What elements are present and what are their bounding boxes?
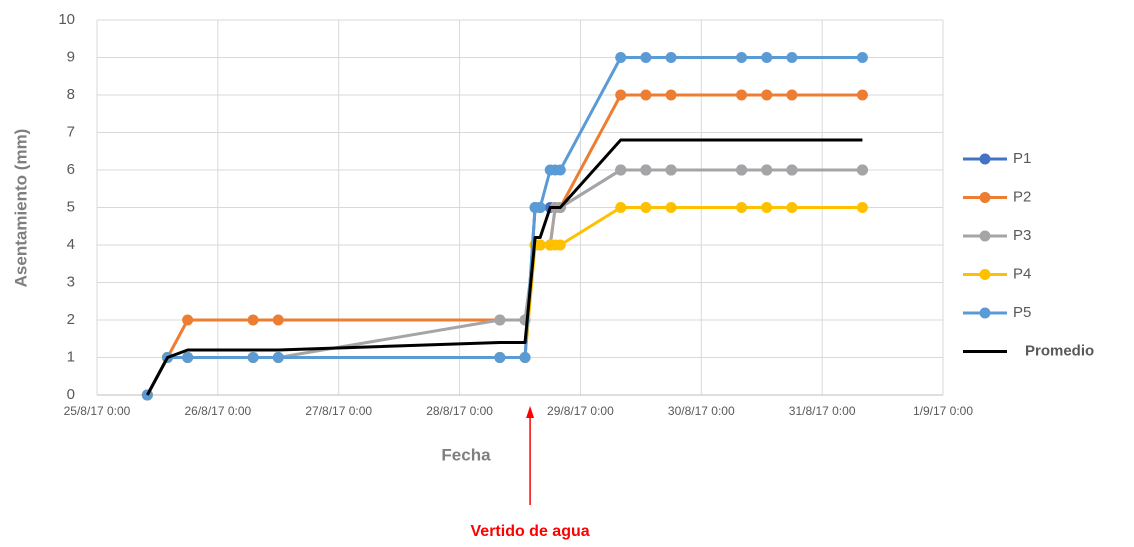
x-axis-title: Fecha <box>441 445 491 464</box>
legend-label: P4 <box>1013 265 1031 282</box>
point <box>786 164 798 176</box>
point <box>494 314 506 326</box>
y-tick-label: 0 <box>67 386 75 403</box>
x-tick-label: 29/8/17 0:00 <box>547 404 614 418</box>
point <box>640 202 652 213</box>
y-tick-label: 10 <box>58 11 75 28</box>
y-tick-label: 7 <box>67 123 75 140</box>
legend-marker <box>979 192 991 203</box>
legend-label: P1 <box>1013 150 1031 167</box>
point <box>786 89 798 101</box>
legend-label: P3 <box>1013 227 1031 244</box>
y-tick-label: 6 <box>67 161 75 178</box>
point <box>736 89 748 101</box>
point <box>856 164 868 176</box>
point <box>736 164 748 176</box>
point <box>736 52 748 63</box>
legend-label: P5 <box>1013 304 1031 321</box>
y-tick-label: 9 <box>67 48 75 65</box>
series-line <box>146 206 863 396</box>
point <box>856 52 868 63</box>
point <box>786 52 798 63</box>
point <box>554 239 566 251</box>
x-tick-label: 25/8/17 0:00 <box>64 404 131 418</box>
legend-marker <box>979 230 991 242</box>
point <box>182 314 194 326</box>
point <box>665 202 677 213</box>
legend-marker <box>979 153 991 165</box>
legend-label: Promedio <box>1025 342 1094 359</box>
point <box>665 89 677 101</box>
point <box>272 352 284 363</box>
point <box>640 164 652 176</box>
point <box>856 202 868 213</box>
legend-marker <box>979 269 991 280</box>
point <box>640 52 652 63</box>
annotation-arrowhead <box>526 406 535 418</box>
x-tick-label: 31/8/17 0:00 <box>789 404 856 418</box>
y-tick-label: 2 <box>67 311 75 328</box>
point <box>519 352 531 363</box>
point <box>247 314 259 326</box>
x-tick-label: 30/8/17 0:00 <box>668 404 735 418</box>
x-tick-label: 27/8/17 0:00 <box>305 404 372 418</box>
y-tick-label: 5 <box>67 198 75 215</box>
point <box>761 202 773 213</box>
y-tick-label: 8 <box>67 86 75 103</box>
point <box>640 89 652 101</box>
point <box>761 52 773 63</box>
point <box>554 164 566 176</box>
point <box>856 89 868 101</box>
x-tick-label: 26/8/17 0:00 <box>184 404 251 418</box>
point <box>786 202 798 213</box>
point <box>615 52 627 63</box>
legend-label: P2 <box>1013 188 1031 205</box>
point <box>665 164 677 176</box>
point <box>736 202 748 213</box>
x-tick-label: 28/8/17 0:00 <box>426 404 493 418</box>
series-line <box>146 56 863 396</box>
series-line <box>146 138 863 396</box>
point <box>761 164 773 176</box>
point <box>182 352 194 363</box>
y-axis-title: Asentamiento (mm) <box>11 129 30 288</box>
point <box>615 164 627 176</box>
legend-marker <box>979 307 991 319</box>
point <box>534 239 546 251</box>
point <box>247 352 259 363</box>
point <box>761 89 773 101</box>
point <box>494 352 506 363</box>
x-tick-label: 1/9/17 0:00 <box>913 404 973 418</box>
point <box>272 314 284 326</box>
annotation: Vertido de agua <box>471 523 590 540</box>
point <box>665 52 677 63</box>
point <box>534 202 546 213</box>
point <box>615 202 627 213</box>
y-tick-label: 4 <box>67 236 75 253</box>
point <box>615 89 627 101</box>
y-tick-label: 3 <box>67 273 75 290</box>
y-tick-label: 1 <box>67 348 75 365</box>
